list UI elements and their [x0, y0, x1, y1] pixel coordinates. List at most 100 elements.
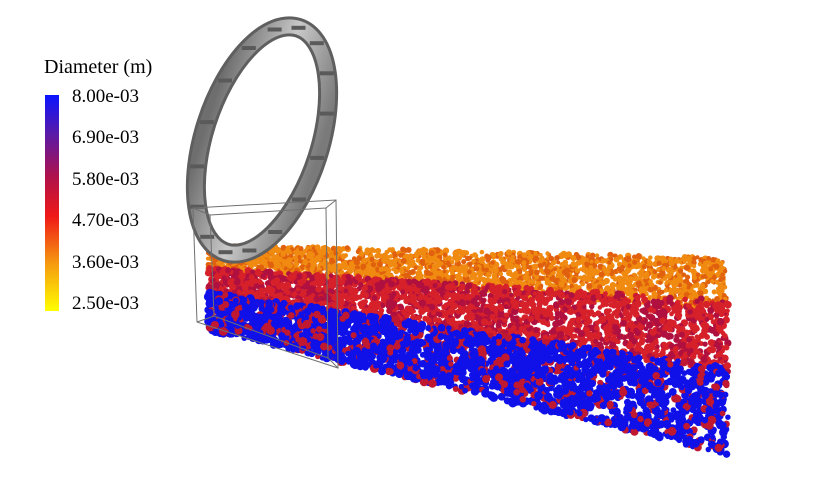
particle [654, 352, 660, 359]
particle [554, 310, 561, 317]
particle [634, 302, 641, 309]
particle [358, 251, 365, 257]
particle [314, 244, 321, 251]
particle [517, 279, 523, 286]
particle [502, 288, 508, 295]
particle [641, 296, 648, 304]
particle [391, 267, 396, 272]
particle [483, 307, 491, 315]
particle [291, 292, 297, 298]
particle [586, 318, 593, 325]
particle [617, 279, 623, 284]
particle [285, 248, 292, 255]
particle [608, 302, 613, 308]
particle [542, 261, 547, 266]
particle [567, 279, 573, 284]
particle [365, 266, 370, 271]
particle [620, 264, 626, 270]
particle [413, 251, 420, 258]
particle [717, 351, 723, 358]
particle [398, 268, 405, 274]
particle [607, 308, 612, 313]
particle [587, 299, 593, 305]
particle [269, 249, 276, 255]
particle [607, 318, 614, 324]
particle [362, 292, 369, 299]
particle [690, 268, 697, 275]
particle [557, 291, 566, 299]
particle [626, 342, 632, 348]
particle [578, 275, 583, 280]
particle [340, 253, 347, 260]
particle [640, 268, 645, 273]
particle [280, 251, 286, 257]
particle [723, 269, 728, 274]
particle [486, 273, 491, 278]
particle [594, 253, 600, 259]
particle [480, 318, 489, 326]
particle [297, 280, 304, 287]
particle [227, 279, 234, 286]
particle [487, 255, 492, 260]
particle [645, 338, 650, 344]
particle [600, 258, 606, 263]
particle [604, 329, 610, 335]
particle [273, 277, 281, 284]
particle [574, 327, 579, 333]
particle [367, 280, 373, 285]
particle [346, 284, 352, 290]
particle [565, 285, 570, 290]
particle [379, 270, 384, 276]
particle [573, 283, 579, 288]
particle [385, 302, 394, 310]
particle [679, 278, 685, 284]
particle [580, 281, 585, 287]
particle [675, 296, 680, 301]
particle [490, 304, 496, 310]
particle [538, 268, 544, 273]
particle [650, 274, 657, 280]
particle [490, 260, 495, 265]
particle [673, 336, 680, 343]
particle [575, 259, 582, 266]
particle [651, 291, 657, 297]
particle [554, 280, 559, 286]
particle [487, 297, 495, 305]
particle [602, 291, 608, 297]
particle [388, 254, 394, 259]
particle [510, 315, 517, 322]
particle [508, 257, 516, 264]
particle [569, 318, 574, 323]
particle [441, 264, 447, 270]
particle [563, 254, 569, 259]
particle [447, 262, 452, 268]
particle [649, 328, 657, 336]
particle [272, 254, 279, 261]
particle [489, 313, 496, 320]
particle [669, 311, 674, 317]
particle [343, 288, 349, 294]
particle [317, 257, 323, 262]
particle [533, 255, 539, 262]
particle [682, 296, 688, 303]
particle [635, 341, 642, 348]
particle [450, 292, 457, 299]
particle [625, 257, 631, 263]
particle [627, 263, 632, 268]
particle [448, 317, 455, 324]
particle [587, 312, 592, 317]
particle [293, 260, 299, 267]
particle [581, 337, 588, 345]
particle [406, 305, 414, 313]
particle [339, 269, 345, 275]
particle [559, 313, 566, 320]
particle [700, 274, 705, 279]
particle [522, 295, 529, 302]
particle [660, 308, 667, 316]
particle [447, 306, 456, 315]
particle [399, 283, 406, 290]
particle [677, 268, 684, 274]
particle [522, 306, 528, 313]
particle [682, 259, 687, 264]
particle [715, 258, 721, 264]
